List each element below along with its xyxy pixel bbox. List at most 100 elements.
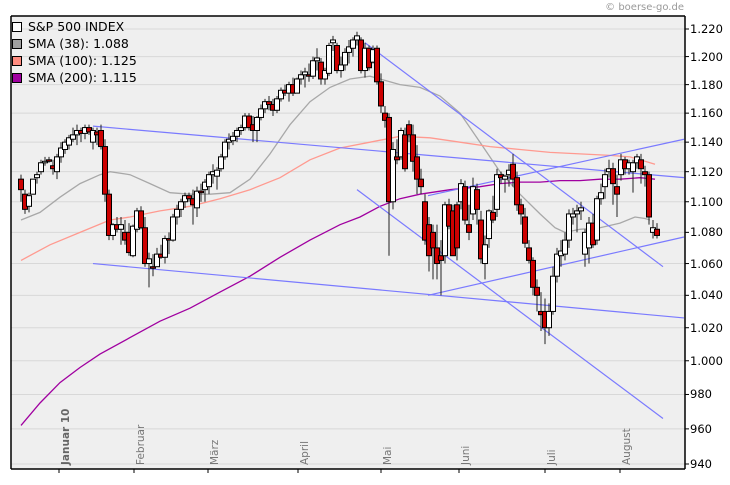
- chart-legend: S&P 500 INDEX SMA (38): 1.088 SMA (100):…: [12, 18, 137, 86]
- candle-body: [238, 127, 244, 131]
- candle-body: [314, 57, 320, 62]
- candle-body: [18, 178, 24, 191]
- candle-body: [378, 81, 384, 107]
- y-tick-label: 1.000: [690, 353, 723, 368]
- trendline: [364, 42, 664, 268]
- y-tick-label: 1.200: [690, 49, 723, 64]
- candle-body: [106, 193, 112, 236]
- candle-body: [502, 175, 508, 180]
- legend-label: SMA (38): 1.088: [28, 36, 129, 51]
- candle-body: [162, 238, 168, 258]
- x-tick-label: März: [209, 439, 221, 465]
- candle-body: [382, 112, 388, 121]
- candle-body: [594, 198, 600, 241]
- candle-body: [262, 101, 268, 110]
- candle-body: [186, 195, 192, 200]
- y-tick-label: 1.080: [690, 225, 723, 240]
- candle-body: [278, 89, 284, 100]
- y-tick-label: 1.160: [690, 106, 723, 121]
- legend-label: SMA (200): 1.115: [28, 70, 137, 85]
- candle-body: [154, 253, 160, 268]
- candle-body: [98, 129, 104, 148]
- candle-body: [206, 174, 212, 188]
- candle-body: [482, 244, 488, 265]
- candle-body: [198, 190, 204, 194]
- candle-body: [170, 216, 176, 241]
- legend-swatch-icon: [12, 72, 22, 83]
- candle-body: [150, 266, 156, 269]
- candle-body: [454, 204, 460, 249]
- legend-item-sma200: SMA (200): 1.115: [12, 69, 137, 86]
- legend-swatch-icon: [12, 38, 22, 49]
- candle-body: [310, 60, 316, 77]
- y-tick-label: 1.140: [690, 135, 723, 150]
- y-tick-label: 1.060: [690, 256, 723, 271]
- y-tick-label: 960: [690, 421, 712, 436]
- candle-body: [86, 127, 92, 133]
- y-tick-label: 1.040: [690, 288, 723, 303]
- candle-body: [478, 219, 484, 260]
- x-tick-label: Mai: [382, 446, 394, 465]
- candle-body: [178, 201, 184, 210]
- copyright-text: © boerse-go.de: [605, 2, 684, 13]
- legend-item-sp500: S&P 500 INDEX: [12, 18, 137, 35]
- candle-body: [330, 39, 336, 44]
- candle-body: [274, 98, 280, 111]
- candle-body: [298, 74, 304, 80]
- candle-body: [138, 210, 144, 229]
- candle-body: [438, 255, 444, 261]
- candle-body: [54, 156, 60, 173]
- candle-body: [130, 225, 136, 257]
- legend-swatch-icon: [12, 55, 22, 66]
- candle-body: [566, 213, 572, 241]
- candle-body: [554, 253, 560, 277]
- candle-body: [338, 64, 344, 72]
- x-tick-label: Juni: [460, 445, 472, 465]
- candle-body: [354, 35, 360, 41]
- candle-body: [490, 211, 496, 221]
- candle-body: [254, 116, 260, 131]
- candle-body: [598, 192, 604, 200]
- candle-body: [646, 174, 652, 218]
- y-tick-label: 1.120: [690, 164, 723, 179]
- candle-body: [246, 115, 252, 129]
- candle-body: [102, 146, 108, 195]
- candle-body: [522, 216, 528, 244]
- candle-body: [90, 129, 96, 143]
- y-tick-label: 1.100: [690, 194, 723, 209]
- candle-body: [630, 162, 636, 173]
- candle-body: [302, 71, 308, 76]
- candle-body: [58, 147, 64, 158]
- candle-body: [230, 135, 236, 142]
- candle-body: [234, 129, 240, 137]
- x-tick-label: Juli: [546, 449, 558, 465]
- candle-body: [410, 134, 416, 162]
- candle-body: [642, 171, 648, 176]
- legend-label: S&P 500 INDEX: [28, 19, 125, 34]
- candle-body: [614, 186, 620, 195]
- y-tick-label: 1.020: [690, 320, 723, 335]
- candle-body: [530, 259, 536, 288]
- candle-body: [42, 160, 48, 164]
- candle-body: [574, 210, 580, 215]
- candle-body: [570, 213, 576, 218]
- candle-body: [30, 178, 36, 195]
- legend-item-sma100: SMA (100): 1.125: [12, 52, 137, 69]
- candle-body: [414, 156, 420, 180]
- candle-body: [118, 224, 124, 230]
- candle-body: [442, 204, 448, 257]
- candle-body: [214, 169, 220, 177]
- legend-swatch-icon: [12, 21, 22, 32]
- candle-body: [518, 204, 524, 215]
- candle-body: [514, 177, 520, 206]
- candle-body: [526, 247, 532, 261]
- candle-body: [38, 162, 44, 173]
- candle-body: [322, 70, 328, 80]
- candle-body: [334, 44, 340, 72]
- y-tick-label: 980: [690, 387, 712, 402]
- candle-body: [394, 156, 400, 161]
- candle-body: [422, 201, 428, 241]
- candle-body: [562, 239, 568, 255]
